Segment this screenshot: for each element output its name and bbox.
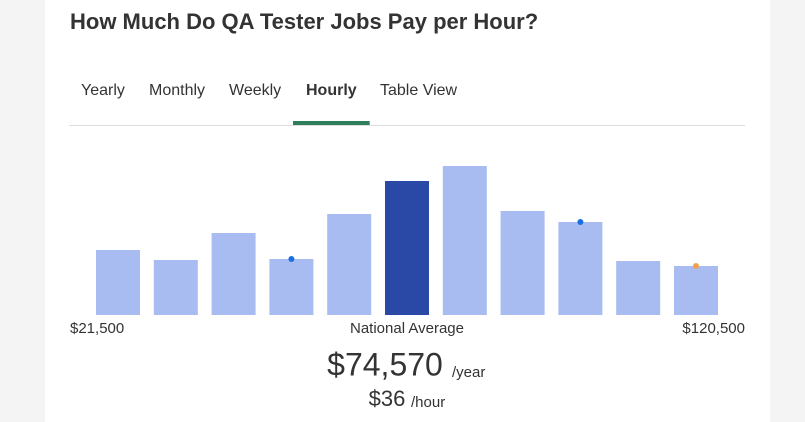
min-label: $21,500: [70, 320, 124, 337]
active-tab-underline: [293, 121, 370, 125]
bar: [500, 211, 545, 315]
bar: [442, 166, 487, 315]
yearly-unit: /year: [452, 364, 485, 381]
bar: [269, 259, 314, 315]
bar: [558, 222, 603, 315]
tab[interactable]: Weekly: [229, 82, 281, 99]
bar: [616, 261, 661, 315]
tab[interactable]: Monthly: [149, 82, 205, 99]
bar: [153, 260, 198, 315]
bar: [674, 266, 718, 315]
title: How Much Do QA Tester Jobs Pay per Hour?: [70, 9, 538, 34]
tab[interactable]: Hourly: [306, 82, 357, 99]
yearly-pay: $74,570: [327, 346, 443, 382]
center-label: National Average: [350, 320, 464, 337]
bar: [327, 214, 372, 315]
hourly-pay: $36: [369, 386, 406, 411]
marker: [288, 256, 295, 262]
marker: [577, 219, 584, 225]
tab[interactable]: Table View: [380, 82, 458, 99]
bar: [385, 181, 429, 315]
bar: [211, 233, 256, 315]
tab[interactable]: Yearly: [81, 82, 125, 99]
bar: [96, 250, 140, 315]
hourly-unit: /hour: [411, 394, 445, 411]
marker: [693, 263, 699, 269]
max-label: $120,500: [682, 320, 745, 337]
